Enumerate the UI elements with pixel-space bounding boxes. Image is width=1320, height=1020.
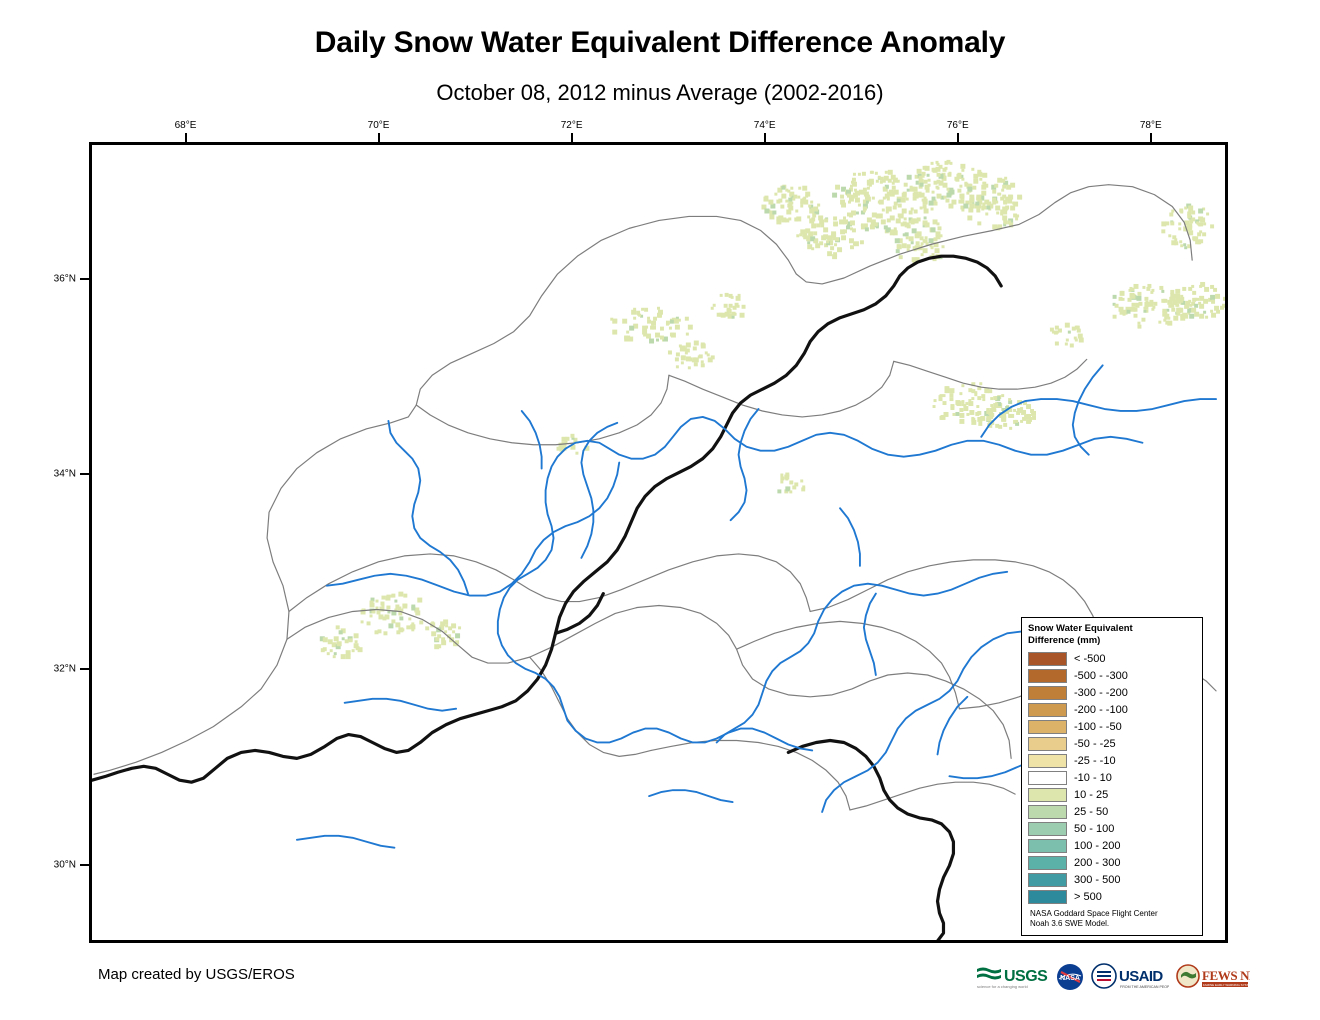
- legend-class-row[interactable]: < -500: [1028, 650, 1196, 667]
- legend-class-label: 300 - 500: [1074, 873, 1121, 886]
- legend-class-label: -500 - -300: [1074, 669, 1128, 682]
- latitude-tick: [80, 473, 89, 476]
- latitude-tick: [80, 668, 89, 671]
- legend-class-label: 25 - 50: [1074, 805, 1109, 818]
- map-credit: Map created by USGS/EROS: [98, 966, 295, 983]
- legend-class-label: -25 - -10: [1074, 754, 1116, 767]
- svg-text:FROM THE AMERICAN PEOPLE: FROM THE AMERICAN PEOPLE: [1120, 985, 1169, 989]
- latitude-tick-label: 36°N: [53, 273, 76, 285]
- longitude-tick-label: 68°E: [174, 120, 197, 131]
- map-canvas[interactable]: [92, 145, 1225, 940]
- legend-color-swatch: [1028, 685, 1067, 700]
- legend-class-row[interactable]: -200 - -100: [1028, 701, 1196, 718]
- legend-class-label: -50 - -25: [1074, 737, 1116, 750]
- legend-class-row[interactable]: 25 - 50: [1028, 803, 1196, 820]
- legend-class-label: 100 - 200: [1074, 839, 1121, 852]
- longitude-tick-label: 72°E: [560, 120, 583, 131]
- longitude-tick-label: 76°E: [946, 120, 969, 131]
- legend-class-row[interactable]: -100 - -50: [1028, 718, 1196, 735]
- legend-footnote: NASA Goddard Space Flight Center Noah 3.…: [1028, 909, 1196, 929]
- legend-footnote-line2: Noah 3.6 SWE Model.: [1030, 919, 1110, 928]
- fewsnet-logo[interactable]: FEWS NET FAMINE EARLY WARNING SYSTEMS NE…: [1176, 963, 1250, 991]
- legend-color-swatch: [1028, 770, 1067, 785]
- legend-footnote-line1: NASA Goddard Space Flight Center: [1030, 909, 1158, 918]
- longitude-tick: [1149, 133, 1152, 142]
- longitude-tick: [956, 133, 959, 142]
- longitude-tick-label: 78°E: [1139, 120, 1162, 131]
- longitude-tick: [570, 133, 573, 142]
- legend-title: Snow Water Equivalent Difference (mm): [1028, 623, 1196, 647]
- svg-text:NASA: NASA: [1060, 975, 1080, 982]
- svg-text:USAID: USAID: [1119, 968, 1163, 985]
- legend-class-row[interactable]: -25 - -10: [1028, 752, 1196, 769]
- legend-color-swatch: [1028, 872, 1067, 887]
- longitude-tick: [763, 133, 766, 142]
- legend-color-swatch: [1028, 736, 1067, 751]
- legend-class-row[interactable]: 50 - 100: [1028, 820, 1196, 837]
- swe-anomaly-patches: [319, 159, 1225, 660]
- legend-color-swatch: [1028, 804, 1067, 819]
- longitude-tick: [377, 133, 380, 142]
- legend-color-swatch: [1028, 889, 1067, 904]
- nasa-logo[interactable]: NASA: [1056, 963, 1084, 991]
- legend-class-label: -100 - -50: [1074, 720, 1122, 733]
- legend-class-label: -200 - -100: [1074, 703, 1128, 716]
- legend-color-swatch: [1028, 702, 1067, 717]
- longitude-tick-label: 74°E: [753, 120, 776, 131]
- legend-class-label: < -500: [1074, 652, 1106, 665]
- legend-class-label: -10 - 10: [1074, 771, 1112, 784]
- longitude-tick-label: 70°E: [367, 120, 390, 131]
- svg-text:FEWS NET: FEWS NET: [1202, 968, 1250, 983]
- legend-color-swatch: [1028, 753, 1067, 768]
- longitude-tick: [184, 133, 187, 142]
- legend-class-row[interactable]: -10 - 10: [1028, 769, 1196, 786]
- legend-class-row[interactable]: -500 - -300: [1028, 667, 1196, 684]
- legend-color-swatch: [1028, 838, 1067, 853]
- page-title: Daily Snow Water Equivalent Difference A…: [314, 26, 1006, 59]
- legend-color-swatch: [1028, 787, 1067, 802]
- svg-text:science for a changing world: science for a changing world: [977, 984, 1028, 989]
- legend-class-label: > 500: [1074, 890, 1102, 903]
- country-borders: [92, 254, 1003, 940]
- legend-color-swatch: [1028, 719, 1067, 734]
- legend-class-row[interactable]: 100 - 200: [1028, 837, 1196, 854]
- legend-color-swatch: [1028, 855, 1067, 870]
- agency-logo-bar: USGS science for a changing world NASA U…: [975, 960, 1250, 994]
- page-subtitle: October 08, 2012 minus Average (2002-201…: [436, 80, 884, 105]
- legend-class-row[interactable]: -300 - -200: [1028, 684, 1196, 701]
- svg-text:USGS: USGS: [1004, 968, 1048, 985]
- svg-text:FAMINE EARLY WARNING SYSTEMS N: FAMINE EARLY WARNING SYSTEMS NETWORK: [1203, 983, 1250, 987]
- legend-class-row[interactable]: 10 - 25: [1028, 786, 1196, 803]
- legend-color-swatch: [1028, 651, 1067, 666]
- legend-class-label: -300 - -200: [1074, 686, 1128, 699]
- usaid-logo[interactable]: USAID FROM THE AMERICAN PEOPLE: [1091, 963, 1169, 991]
- legend-title-line1: Snow Water Equivalent: [1028, 623, 1133, 634]
- legend-class-label: 10 - 25: [1074, 788, 1109, 801]
- legend-panel[interactable]: Snow Water Equivalent Difference (mm) < …: [1021, 617, 1203, 936]
- latitude-tick-label: 30°N: [53, 859, 76, 871]
- legend-title-line2: Difference (mm): [1028, 635, 1101, 646]
- usgs-logo[interactable]: USGS science for a changing world: [975, 963, 1049, 991]
- latitude-tick: [80, 277, 89, 280]
- latitude-tick-label: 34°N: [53, 468, 76, 480]
- legend-class-row[interactable]: 200 - 300: [1028, 854, 1196, 871]
- legend-class-row[interactable]: 300 - 500: [1028, 871, 1196, 888]
- legend-class-list: < -500 -500 - -300 -300 - -200 -200 - -100 -…: [1028, 650, 1196, 905]
- legend-class-label: 50 - 100: [1074, 822, 1115, 835]
- legend-class-row[interactable]: > 500: [1028, 888, 1196, 905]
- legend-class-label: 200 - 300: [1074, 856, 1121, 869]
- legend-color-swatch: [1028, 821, 1067, 836]
- legend-color-swatch: [1028, 668, 1067, 683]
- latitude-tick-label: 32°N: [53, 663, 76, 675]
- legend-class-row[interactable]: -50 - -25: [1028, 735, 1196, 752]
- latitude-tick: [80, 863, 89, 866]
